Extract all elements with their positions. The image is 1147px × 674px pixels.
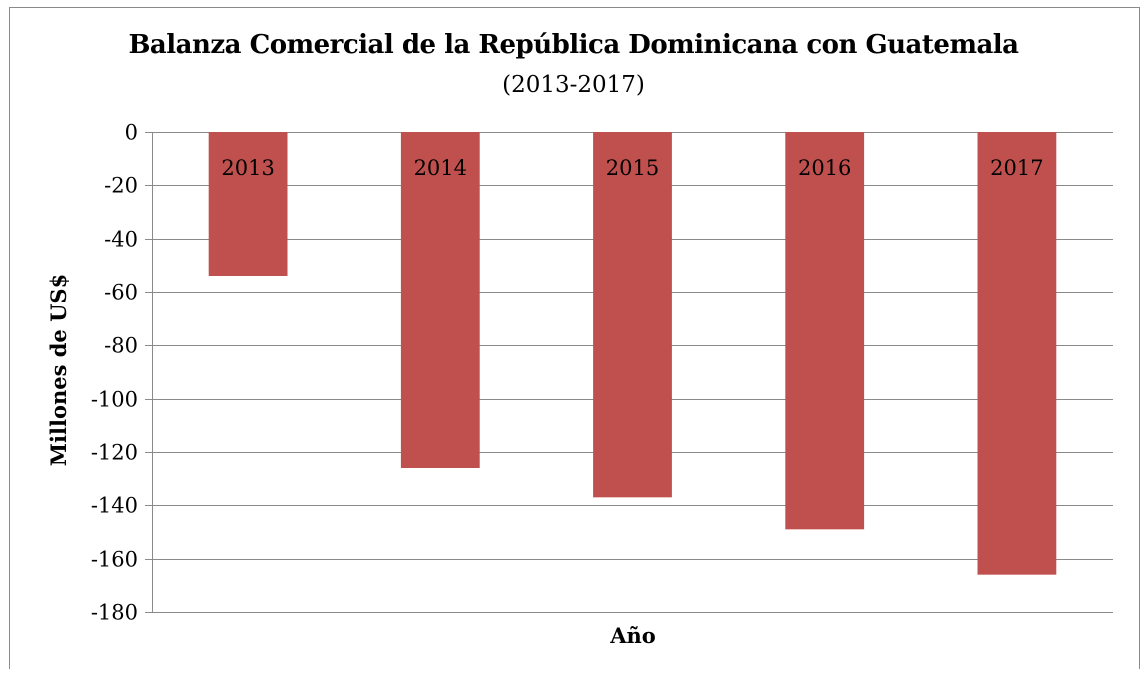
bar-2016: [785, 132, 865, 530]
chart-title: Balanza Comercial de la República Domini…: [128, 30, 1019, 60]
y-tick-label: -100: [91, 388, 138, 412]
bar-2014: [400, 132, 480, 468]
bar-2015: [593, 132, 672, 498]
bar-2013: [208, 132, 288, 276]
y-tick-label: -20: [104, 174, 138, 198]
labels: 0 -20 -40 -60 -80 -100 -120 -140 -160 -180 2013 201…: [91, 121, 1044, 625]
bar-2017: [977, 132, 1057, 575]
y-tick-label: -160: [91, 548, 138, 572]
category-label: 2014: [414, 156, 467, 180]
category-label: 2015: [606, 156, 659, 180]
chart-frame: [9, 7, 1140, 669]
y-tick-label: -80: [104, 334, 138, 358]
y-tick-label: -180: [91, 601, 138, 625]
category-label: 2016: [798, 156, 851, 180]
y-tick-label: 0: [125, 121, 138, 145]
bars: [208, 132, 1057, 575]
chart-subtitle: (2013-2017): [502, 72, 645, 98]
category-label: 2013: [221, 156, 274, 180]
y-tick-label: -40: [104, 228, 138, 252]
axes: [145, 132, 153, 613]
x-axis-title: Año: [609, 623, 656, 648]
y-tick-label: -60: [104, 281, 138, 305]
y-tick-label: -120: [91, 441, 138, 465]
category-label: 2017: [990, 156, 1043, 180]
y-tick-label: -140: [91, 494, 138, 518]
y-axis-title: Millones de US$: [46, 274, 71, 466]
